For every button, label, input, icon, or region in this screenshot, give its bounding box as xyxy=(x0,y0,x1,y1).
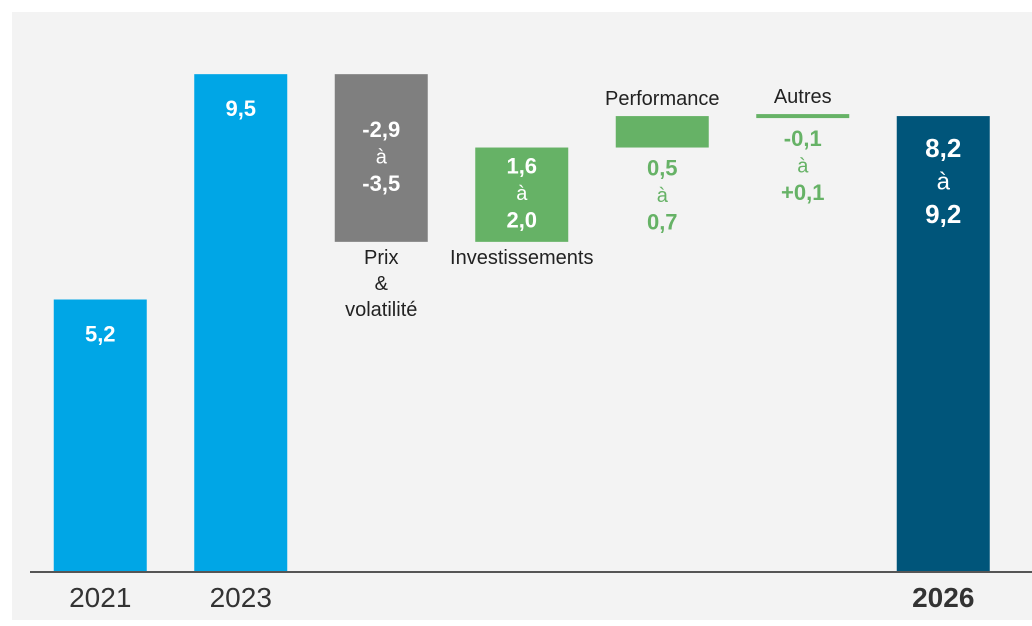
category-label: Autres xyxy=(773,86,832,109)
bar xyxy=(756,114,850,119)
value-label: 0,7 xyxy=(647,209,678,234)
bar xyxy=(194,74,288,573)
range-word: à xyxy=(797,155,809,177)
x-tick-label: 2023 xyxy=(209,582,272,613)
value-label: 8,2 xyxy=(925,133,961,163)
bar xyxy=(896,116,990,572)
category-label: Performance xyxy=(605,88,720,111)
value-label: +0,1 xyxy=(781,180,824,205)
range-word: à xyxy=(376,146,388,168)
value-label: -0,1 xyxy=(784,126,822,151)
panel xyxy=(12,12,1032,620)
bar xyxy=(475,147,569,242)
range-word: à xyxy=(516,183,528,205)
value-label: -3,5 xyxy=(362,171,400,196)
category-label: Investissements xyxy=(450,247,594,269)
range-word: à xyxy=(937,168,951,195)
value-label: 0,5 xyxy=(647,155,678,180)
range-word: à xyxy=(657,185,669,207)
bar xyxy=(615,116,709,148)
value-label: 2,0 xyxy=(506,208,537,233)
category-label: Prix & volatilité xyxy=(345,247,418,321)
value-label: 5,2 xyxy=(85,321,116,346)
x-tick-label: 2021 xyxy=(69,582,132,613)
bar xyxy=(53,299,147,572)
value-label: 9,2 xyxy=(925,199,961,229)
x-tick-label: 2026 xyxy=(912,582,975,613)
value-label: 9,5 xyxy=(225,96,256,121)
value-label: 1,6 xyxy=(506,154,537,179)
bar xyxy=(334,74,428,242)
value-label: -2,9 xyxy=(362,117,400,142)
